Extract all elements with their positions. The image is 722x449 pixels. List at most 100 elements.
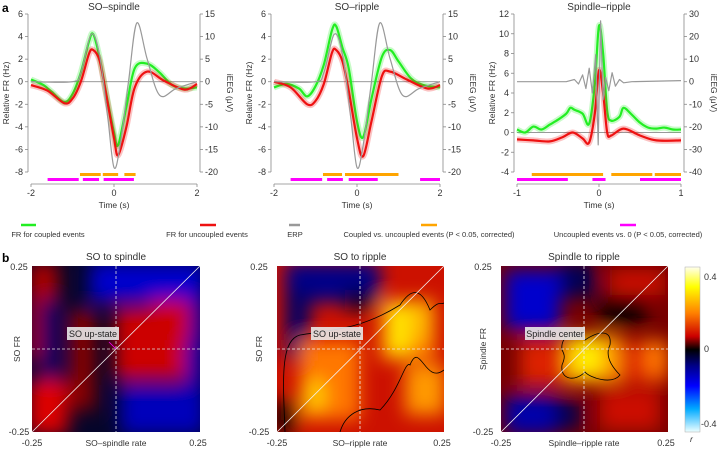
x-axis-label: Time (s) (342, 200, 373, 210)
y2-tick-label: -5 (205, 99, 213, 109)
legend-item-coupled-vs-uncoupled: Coupled vs. uncoupled events (P < 0.05, … (343, 223, 515, 239)
y2-tick-label: -20 (205, 167, 218, 177)
x-tick-label: -2 (270, 188, 278, 198)
colorbar-tick: 0.4 (704, 272, 717, 282)
colorbar-tick: -0.4 (701, 419, 717, 429)
significance-contour (339, 356, 444, 432)
legend-item-erp: ERP (287, 223, 303, 239)
legend-item-uncoupled: FR for uncoupled events (166, 223, 248, 239)
y-axis-label: Spindle FR (478, 328, 488, 370)
legend-label: ERP (287, 230, 302, 239)
y2-tick-label: 0 (689, 77, 694, 87)
significance-bar-uncoupled-vs-0 (47, 178, 79, 181)
y-tick-label: -0.25 (249, 427, 270, 437)
significance-bar-coupled-vs-uncoupled (124, 173, 136, 176)
y2-tick-label: 0 (205, 77, 210, 87)
x-tick-label: 2 (194, 188, 199, 198)
significance-bar-coupled-vs-uncoupled (322, 173, 343, 176)
y-tick-label: 4 (18, 32, 23, 42)
y-axis-label: SO FR (12, 336, 22, 362)
x-tick-label: 1 (678, 188, 683, 198)
line-chart-2: SO–ripple-8-6-4-20246-20-15-10-5051015-2… (244, 2, 478, 210)
colorbar-tick: 0 (704, 344, 709, 354)
y-tick-label: -4 (258, 122, 266, 132)
x-axis-label: SO–ripple rate (333, 438, 388, 448)
legend-item-coupled: FR for coupled events (11, 223, 85, 239)
y-tick-label: 0 (18, 77, 23, 87)
legend: FR for coupled events FR for uncoupled e… (11, 223, 703, 239)
x-tick-label: -0.25 (491, 438, 512, 448)
y2-tick-label: 30 (689, 9, 699, 19)
y-tick-label: 2 (504, 108, 509, 118)
x-tick-label: -0.25 (267, 438, 288, 448)
legend-item-uncoupled-vs-0: Uncoupled events vs. 0 (P < 0.05, correc… (554, 223, 703, 239)
y2-tick-label: -30 (689, 144, 702, 154)
y2-tick-label: -40 (689, 167, 702, 177)
y-tick-label: -2 (501, 147, 509, 157)
colorbar-gradient (684, 266, 701, 433)
y-tick-label: 8 (504, 49, 509, 59)
y-tick-label: 0.25 (474, 262, 492, 272)
y2-tick-label: 10 (205, 32, 215, 42)
y-tick-label: 0.25 (250, 262, 268, 272)
y-axis-label: SO FR (254, 336, 264, 362)
y-tick-label: -4 (15, 122, 23, 132)
x-axis-label: Time (s) (99, 200, 130, 210)
x-axis-label: Time (s) (584, 200, 615, 210)
x-tick-label: 0 (111, 188, 116, 198)
y-tick-label: 6 (261, 9, 266, 19)
significance-bar-coupled-vs-uncoupled (654, 173, 681, 176)
significance-bar-coupled-vs-uncoupled (611, 173, 653, 176)
chart-title: SO–ripple (335, 2, 380, 13)
chart-title: SO–spindle (88, 2, 140, 13)
y-tick-label: 0 (504, 128, 509, 138)
diagonal-line (500, 265, 669, 433)
y2-tick-label: 0 (448, 77, 453, 87)
y-tick-label: -0.25 (473, 427, 494, 437)
significance-contour (283, 292, 444, 432)
annotation-box (311, 327, 363, 340)
significance-bar-uncoupled-vs-0 (640, 178, 681, 181)
x-tick-label: 0 (596, 188, 601, 198)
y-tick-label: 2 (261, 54, 266, 64)
y2-tick-label: -10 (205, 122, 218, 132)
significance-bar-uncoupled-vs-0 (82, 178, 100, 181)
line-chart-1: SO–spindle-8-6-4-20246-20-15-10-5051015-… (1, 2, 235, 210)
y-tick-label: -2 (258, 99, 266, 109)
annotation-box (525, 327, 585, 340)
annotation-label: SO up-state (313, 329, 361, 339)
x-tick-label: 0 (354, 188, 359, 198)
y-axis-label: Relative FR (Hz) (487, 61, 497, 124)
y2-tick-label: -20 (689, 122, 702, 132)
x-tick-label: -2 (27, 188, 35, 198)
annotation-label: Spindle center (526, 329, 584, 339)
y2-tick-label: 10 (448, 32, 458, 42)
erp-line (517, 20, 682, 146)
y2-tick-label: -10 (689, 99, 702, 109)
legend-label: Uncoupled events vs. 0 (P < 0.05, correc… (554, 230, 703, 239)
y2-tick-label: 5 (448, 54, 453, 64)
x-axis-label: Spindle–ripple rate (549, 438, 620, 448)
coupled-fr-line (516, 23, 682, 134)
y-tick-label: 4 (261, 32, 266, 42)
y2-tick-label: -5 (448, 99, 456, 109)
legend-label: FR for coupled events (11, 230, 85, 239)
significance-bar-uncoupled-vs-0 (517, 178, 568, 181)
panel-label-b: b (2, 251, 9, 265)
legend-label: Coupled vs. uncoupled events (P < 0.05, … (343, 230, 515, 239)
y-tick-label: 0 (261, 77, 266, 87)
y-tick-label: 2 (18, 54, 23, 64)
legend-label: FR for uncoupled events (166, 230, 248, 239)
heatmap-so-to-spindle: SO to spindle SO up-state 0.25 -0.25 -0.… (9, 252, 207, 448)
y2-tick-label: -20 (448, 167, 461, 177)
y-tick-label: 12 (499, 9, 509, 19)
line-chart-3: Spindle–ripple-4-2024681012-40-30-20-100… (487, 2, 719, 210)
line-plots: SO–spindle-8-6-4-20246-20-15-10-5051015-… (1, 2, 719, 210)
y2-tick-label: 15 (448, 9, 458, 19)
y-axis-label: Relative FR (Hz) (244, 61, 254, 124)
significance-bar-uncoupled-vs-0 (420, 178, 440, 181)
y-tick-label: -8 (15, 167, 23, 177)
erp-line (273, 22, 441, 170)
y-tick-label: -6 (258, 144, 266, 154)
colorbar: 0.4 0 -0.4 r (684, 266, 717, 444)
